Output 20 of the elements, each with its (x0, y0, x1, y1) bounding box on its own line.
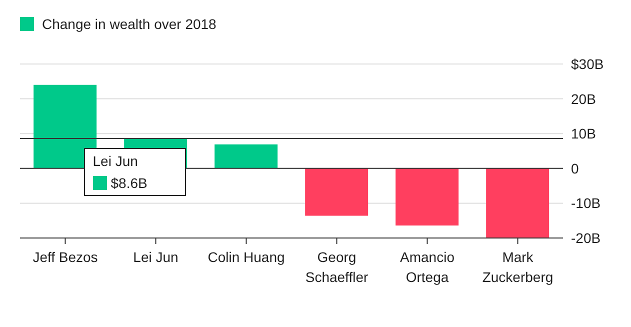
bar (214, 144, 278, 168)
y-tick-label: -20B (571, 230, 601, 246)
tooltip-box: Lei Jun $8.6B (84, 148, 186, 196)
y-tick-label: 0 (571, 160, 579, 176)
y-tick-label: 10B (571, 126, 596, 142)
annotation: $8.6B (110, 175, 148, 192)
x-tick-label: Lei Jun (133, 249, 178, 265)
y-tick-label: -10B (571, 195, 601, 212)
x-tick-label: Georg Schaeffler (305, 249, 368, 285)
annotation: Lei Jun (92, 153, 138, 170)
x-tick-label: Jeff Bezos (32, 249, 98, 265)
y-tick-label: $30B (571, 56, 604, 72)
x-tick-label: Mark Zuckerberg (482, 249, 554, 285)
x-tick-label: Colin Huang (208, 249, 285, 265)
y-tick-label: 20B (571, 90, 596, 107)
bar (486, 168, 550, 238)
legend-label: Change in wealth over 2018 (42, 16, 216, 32)
bar (305, 168, 368, 216)
x-tick-label: Amancio Ortega (400, 249, 455, 285)
bar (396, 168, 459, 226)
